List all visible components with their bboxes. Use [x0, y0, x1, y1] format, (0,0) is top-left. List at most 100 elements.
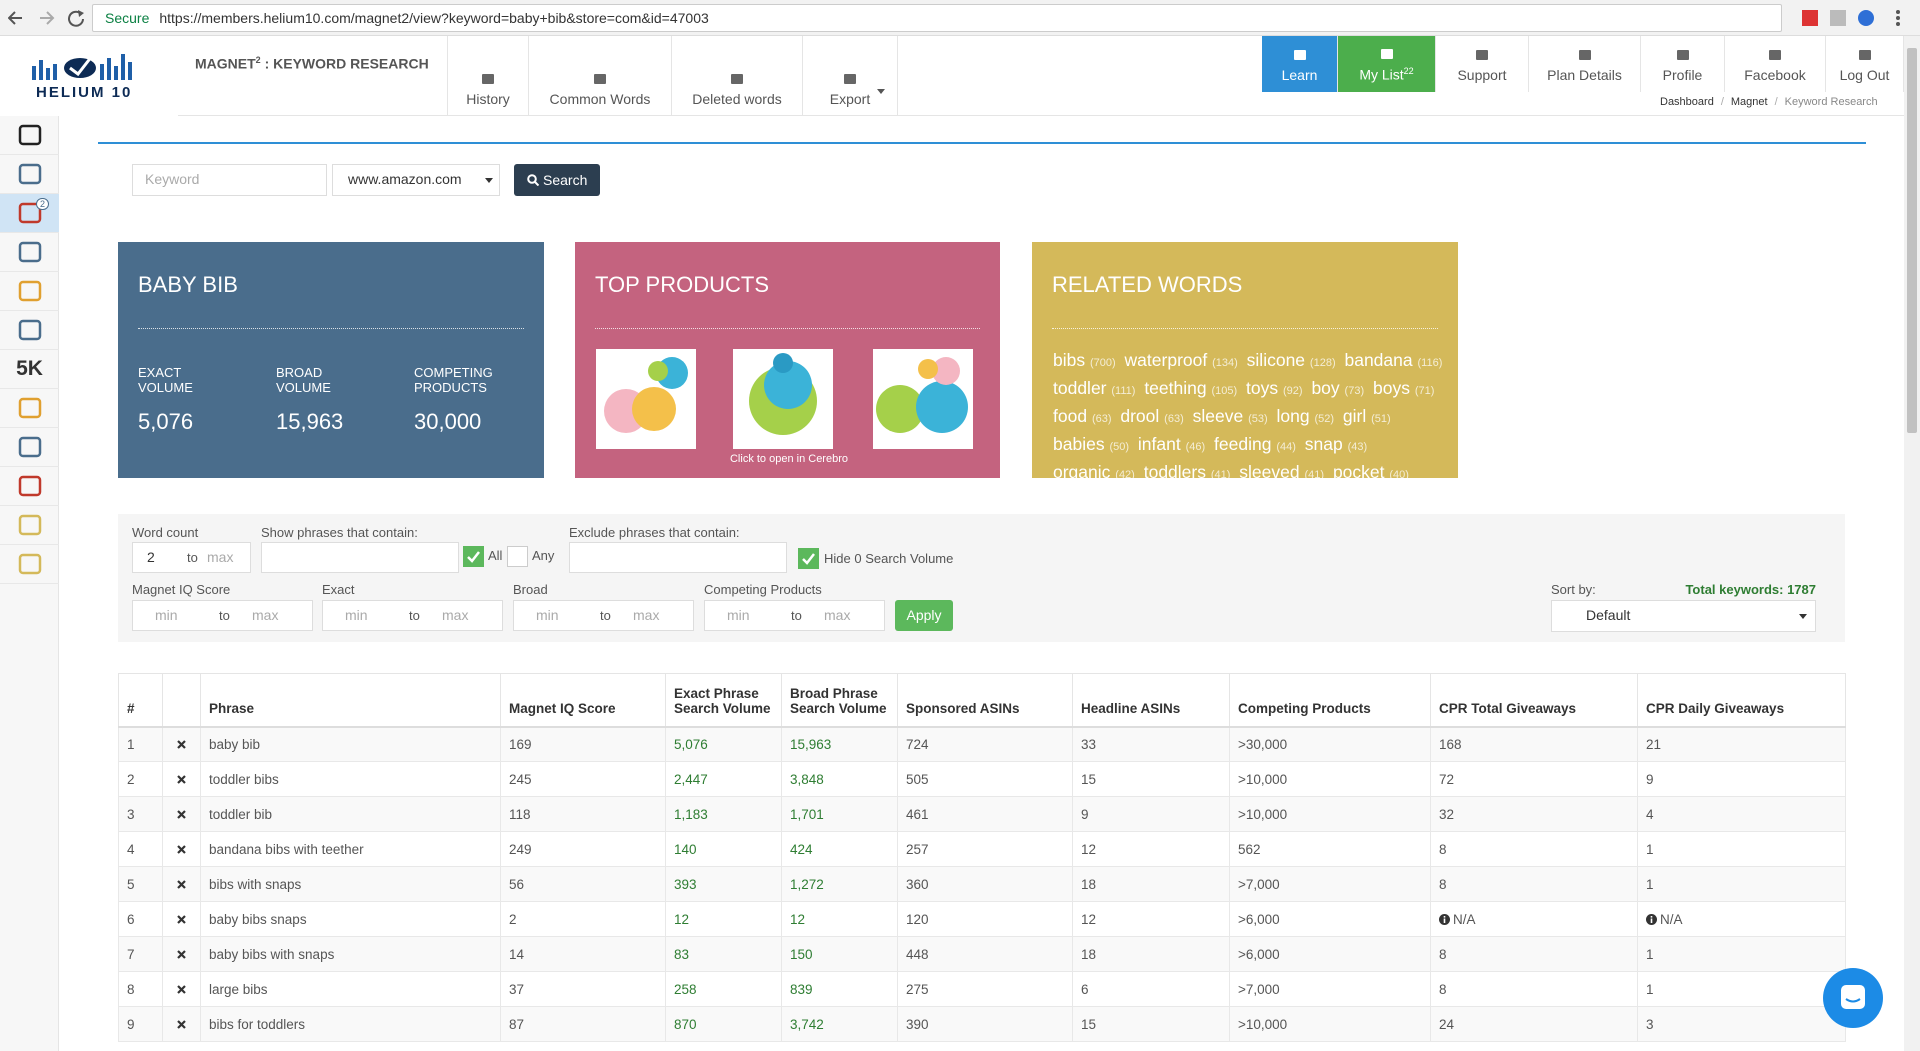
- store-select[interactable]: www.amazon.com: [332, 164, 500, 196]
- filter-input[interactable]: 2 to max: [132, 542, 251, 573]
- checkbox[interactable]: [463, 546, 484, 567]
- nav-item[interactable]: Support: [1436, 36, 1529, 92]
- related-word[interactable]: babies (50): [1053, 434, 1129, 454]
- related-word[interactable]: toys (92): [1246, 378, 1303, 398]
- sidebar-item[interactable]: [0, 506, 59, 545]
- filter-input[interactable]: min to max: [322, 600, 503, 631]
- related-word[interactable]: sleeve (53): [1193, 406, 1268, 426]
- related-word[interactable]: toddlers (41): [1144, 462, 1231, 482]
- nav-item[interactable]: Deleted words: [672, 36, 803, 116]
- delete-cell[interactable]: [162, 761, 201, 797]
- scrollbar[interactable]: [1904, 36, 1920, 1051]
- breadcrumb-item[interactable]: Dashboard: [1660, 96, 1714, 108]
- keyword-input[interactable]: Keyword: [132, 164, 327, 196]
- sidebar-item[interactable]: [0, 545, 59, 584]
- sidebar-item[interactable]: 5K: [0, 350, 59, 389]
- delete-cell[interactable]: [162, 901, 201, 937]
- checkbox[interactable]: [798, 548, 819, 569]
- column-header[interactable]: Competing Products: [1229, 673, 1431, 728]
- filter-input[interactable]: min to max: [513, 600, 694, 631]
- nav-item[interactable]: Plan Details: [1529, 36, 1641, 92]
- related-word[interactable]: long (52): [1277, 406, 1335, 426]
- card-title: RELATED WORDS: [1052, 272, 1243, 297]
- table-cell: 1,701: [781, 796, 898, 832]
- related-word[interactable]: infant (46): [1138, 434, 1205, 454]
- sidebar-item[interactable]: [0, 389, 59, 428]
- related-word[interactable]: drool (63): [1120, 406, 1183, 426]
- cell-text: 72: [1439, 771, 1455, 787]
- breadcrumb-item[interactable]: Magnet: [1730, 96, 1768, 108]
- related-word[interactable]: boy (73): [1311, 378, 1364, 398]
- table-cell: 390: [897, 1006, 1073, 1042]
- nav-item[interactable]: My List22: [1338, 36, 1436, 92]
- sidebar-item[interactable]: [0, 428, 59, 467]
- word: teething: [1144, 378, 1207, 398]
- filter-label: Competing Products: [704, 582, 822, 597]
- checkbox[interactable]: [507, 546, 528, 567]
- cell-text: 18: [1081, 946, 1097, 962]
- sidebar-item[interactable]: [0, 116, 59, 155]
- filter-input[interactable]: [261, 542, 459, 573]
- sidebar-item[interactable]: [0, 272, 59, 311]
- column-header[interactable]: #: [118, 673, 163, 728]
- column-header[interactable]: Exact Phrase Search Volume: [665, 673, 782, 728]
- column-header[interactable]: Magnet IQ Score: [500, 673, 666, 728]
- delete-cell[interactable]: [162, 936, 201, 972]
- column-header[interactable]: Broad Phrase Search Volume: [781, 673, 898, 728]
- sort-select[interactable]: Default: [1551, 600, 1816, 632]
- sidebar-item[interactable]: [0, 155, 59, 194]
- browser-nav-buttons[interactable]: [8, 8, 88, 28]
- related-word[interactable]: organic (42): [1053, 462, 1135, 482]
- related-word[interactable]: food (63): [1053, 406, 1112, 426]
- filter-input[interactable]: [569, 542, 787, 573]
- sidebar-item[interactable]: [0, 233, 59, 272]
- nav-item[interactable]: Profile: [1641, 36, 1725, 92]
- column-header[interactable]: CPR Total Giveaways: [1430, 673, 1638, 728]
- related-word[interactable]: feeding (44): [1214, 434, 1296, 454]
- related-word[interactable]: bandana (116): [1344, 350, 1442, 370]
- related-word[interactable]: pocket (40): [1333, 462, 1409, 482]
- nav-item[interactable]: History: [447, 36, 529, 116]
- nav-item[interactable]: Log Out: [1826, 36, 1904, 92]
- related-word[interactable]: teething (105): [1144, 378, 1237, 398]
- extension-icons[interactable]: [1790, 8, 1915, 28]
- column-header[interactable]: Headline ASINs: [1072, 673, 1230, 728]
- related-word[interactable]: snap (43): [1305, 434, 1367, 454]
- nav-item[interactable]: Common Words: [529, 36, 672, 116]
- sidebar-item[interactable]: [0, 311, 59, 350]
- delete-cell[interactable]: [162, 866, 201, 902]
- delete-cell[interactable]: [162, 831, 201, 867]
- sidebar-item[interactable]: [0, 467, 59, 506]
- address-bar[interactable]: Secure https://members.helium10.com/magne…: [92, 4, 1782, 32]
- delete-cell[interactable]: [162, 796, 201, 832]
- related-word[interactable]: bibs (700): [1053, 350, 1116, 370]
- table-row: 3 toddler bib 118 1,183 1,701 461 9 >10,000 32 4: [118, 796, 1846, 832]
- sidebar-item[interactable]: 2: [0, 194, 59, 233]
- product-images[interactable]: [596, 349, 976, 449]
- nav-item[interactable]: Learn: [1262, 36, 1338, 92]
- related-word[interactable]: sleeved (41): [1239, 462, 1324, 482]
- delete-cell[interactable]: [162, 726, 201, 762]
- nav-item[interactable]: Export: [803, 36, 898, 116]
- related-word[interactable]: bumkins (39): [1053, 490, 1143, 510]
- filter-input[interactable]: min to max: [704, 600, 885, 631]
- search-button[interactable]: Search: [514, 164, 600, 196]
- related-word[interactable]: silicone (128): [1247, 350, 1336, 370]
- related-word[interactable]: boys (71): [1373, 378, 1434, 398]
- input-placeholder: max: [824, 607, 851, 623]
- apply-button[interactable]: Apply: [895, 600, 953, 631]
- column-header[interactable]: [162, 673, 201, 728]
- filter-input[interactable]: min to max: [132, 600, 313, 631]
- column-header[interactable]: Phrase: [200, 673, 501, 728]
- column-header[interactable]: Sponsored ASINs: [897, 673, 1073, 728]
- delete-cell[interactable]: [162, 1006, 201, 1042]
- cell-text: 33: [1081, 736, 1097, 752]
- column-header[interactable]: CPR Daily Giveaways: [1637, 673, 1846, 728]
- delete-cell[interactable]: [162, 971, 201, 1007]
- logo[interactable]: HELIUM 10: [0, 36, 178, 116]
- chat-button[interactable]: [1823, 968, 1883, 1028]
- related-word[interactable]: waterproof (134): [1125, 350, 1238, 370]
- nav-item[interactable]: Facebook: [1725, 36, 1826, 92]
- related-word[interactable]: girl (51): [1343, 406, 1391, 426]
- related-word[interactable]: toddler (111): [1053, 378, 1135, 398]
